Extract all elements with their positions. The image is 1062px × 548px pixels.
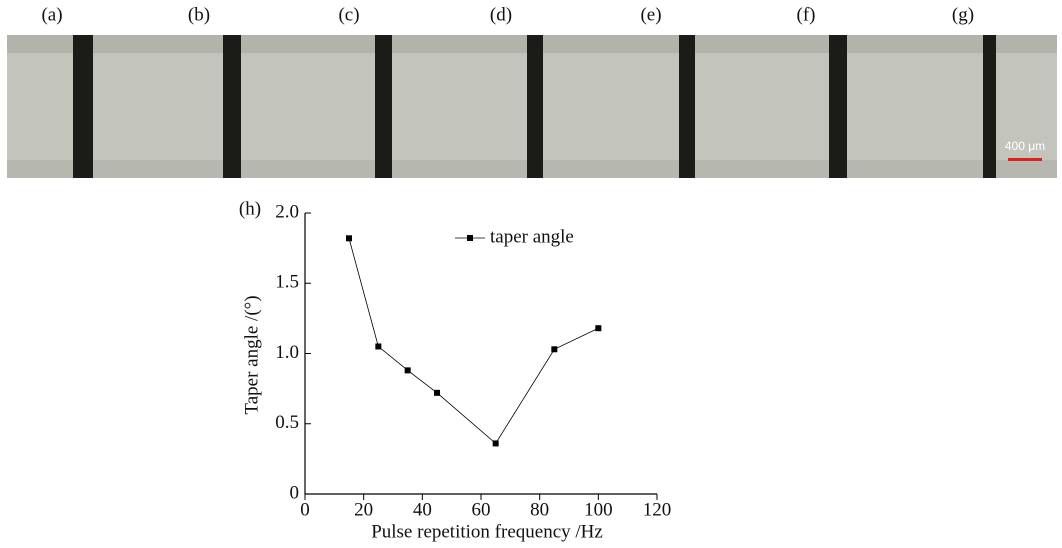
panel-label: (c) bbox=[338, 4, 359, 25]
data-point bbox=[346, 235, 352, 242]
cut-kerf bbox=[527, 35, 543, 178]
cut-kerf bbox=[73, 35, 93, 178]
y-tick-label: 1.0 bbox=[275, 342, 299, 363]
x-tick-label: 40 bbox=[413, 499, 432, 520]
y-tick-label: 1.5 bbox=[275, 272, 299, 293]
x-tick-label: 120 bbox=[643, 499, 672, 520]
x-tick-label: 0 bbox=[300, 499, 310, 520]
data-point bbox=[551, 346, 558, 353]
panel-label: (g) bbox=[952, 4, 974, 25]
y-tick-label: 0.5 bbox=[275, 412, 299, 433]
scale-bar bbox=[1008, 158, 1042, 161]
y-tick-label: 0 bbox=[290, 482, 300, 503]
scale-bar-label: 400 μm bbox=[1005, 139, 1045, 153]
panel-label: (f) bbox=[797, 4, 816, 25]
data-point bbox=[375, 343, 382, 350]
x-tick-label: 100 bbox=[584, 499, 613, 520]
legend-marker bbox=[467, 235, 473, 241]
y-axis-label: Taper angle /(°) bbox=[241, 295, 262, 414]
data-point bbox=[492, 440, 499, 447]
data-point bbox=[595, 325, 602, 332]
cut-kerf bbox=[679, 35, 695, 178]
x-tick-label: 20 bbox=[354, 499, 373, 520]
panel-label: (h) bbox=[239, 198, 261, 219]
micrograph: 400 μm bbox=[7, 35, 1057, 178]
cut-kerf bbox=[829, 35, 847, 178]
cut-kerf bbox=[375, 35, 392, 178]
panel-label: (a) bbox=[41, 4, 62, 25]
panel-label: (d) bbox=[490, 4, 512, 25]
series-line bbox=[348, 238, 599, 445]
x-tick-label: 80 bbox=[530, 499, 549, 520]
y-tick-label: 2.0 bbox=[275, 201, 299, 222]
x-tick-label: 60 bbox=[472, 499, 491, 520]
data-point bbox=[404, 367, 411, 374]
x-axis-label: Pulse repetition frequency /Hz bbox=[371, 521, 603, 542]
legend-label: taper angle bbox=[490, 226, 574, 247]
panel-label: (b) bbox=[188, 4, 210, 25]
panel-label: (e) bbox=[640, 4, 661, 25]
cut-kerf bbox=[223, 35, 241, 178]
data-point bbox=[434, 389, 440, 396]
cut-kerf bbox=[983, 35, 996, 178]
